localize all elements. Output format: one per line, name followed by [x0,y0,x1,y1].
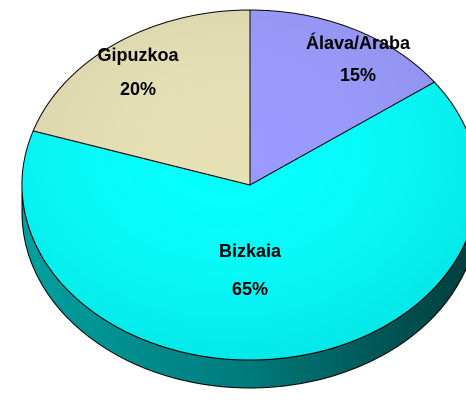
slice-value-label: 20% [120,79,156,99]
slice-value-label: 65% [232,279,268,299]
slice-value-label: 15% [340,65,376,85]
slice-label: Gipuzkoa [97,45,179,65]
slice-label: Bizkaia [219,241,282,261]
slice-label: Álava/Araba [306,32,411,53]
